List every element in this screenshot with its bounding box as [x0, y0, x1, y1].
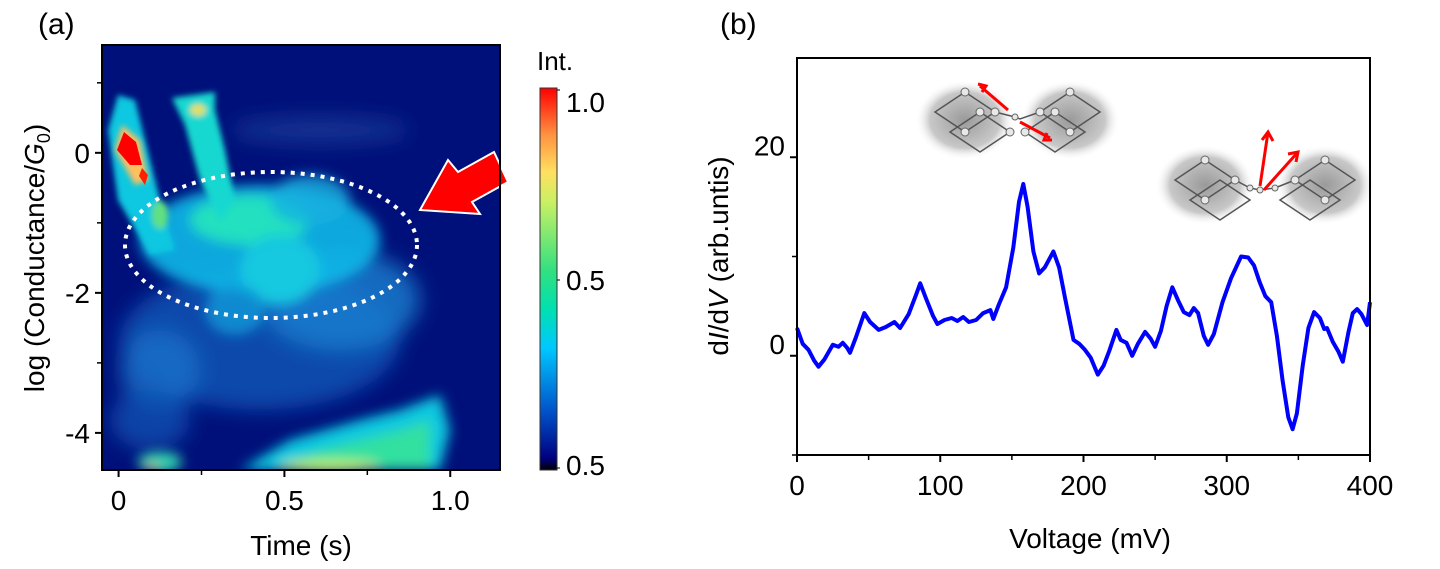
electrode-left: [915, 80, 1015, 160]
y-tick-label: -4: [65, 418, 90, 449]
colorbar-title: Int.: [537, 46, 573, 76]
x-tick-label: 200: [1060, 470, 1107, 501]
heatmap-spike-tail: [139, 168, 148, 185]
inset-junction-stretch: [915, 80, 1120, 160]
ylabel-units: (arb.untis): [703, 156, 734, 290]
colorbar-tick-label-bottom: 0.5: [566, 450, 605, 481]
heatmap-low-layer: [138, 395, 450, 470]
x-tick-label: 0.5: [265, 485, 304, 516]
electrode-left: [1155, 145, 1255, 225]
plateau-ellipse: [123, 170, 419, 320]
ylabel-symbol: G: [19, 143, 50, 165]
colorbar-tick-label-mid: 0.5: [566, 265, 605, 296]
colorbar: Int. 1.0 0.5 0.5: [537, 46, 605, 481]
heatmap-blob: [280, 460, 380, 470]
x-tick-label: 400: [1347, 470, 1394, 501]
y-tick-label: -2: [65, 278, 90, 309]
heatmap-blob: [230, 116, 410, 144]
ylabel-d: d: [703, 340, 734, 356]
heatmap-blob: [172, 92, 235, 220]
x-tick-label: 100: [917, 470, 964, 501]
electrode-right: [1275, 145, 1375, 225]
heatmap-blob: [147, 465, 157, 470]
y-tick-label: 20: [754, 130, 785, 161]
heatmap-blob: [240, 235, 320, 305]
y-tick-label: 0: [74, 138, 90, 169]
heatmap-blob: [152, 201, 168, 229]
heatmap-frame: [101, 44, 501, 471]
heatmap-blob: [270, 420, 430, 470]
didv-series-line: [795, 182, 1372, 432]
colorbar-tick-label-top: 1.0: [566, 87, 605, 118]
ylabel-suffix: ): [19, 124, 50, 133]
lattice-atoms: [1200, 155, 1330, 205]
lattice-atoms: [960, 87, 1075, 137]
inset-junction-bend: [1155, 129, 1375, 225]
heatmap-scatter-layer: [110, 116, 420, 450]
colorbar-gradient: [539, 87, 558, 471]
heatmap-blob: [120, 330, 200, 410]
x-tick-label: 300: [1203, 470, 1250, 501]
heatmap-axes: 0 0.5 1.0 0 -2 -4: [65, 82, 470, 516]
ylabel-v: V: [703, 288, 734, 309]
panel-label-a: (a): [38, 8, 75, 41]
heatmap-blob: [190, 104, 206, 116]
heatmap-panel: 0 0.5 1.00-2-4 log (Conductance/G0) Time (…: [19, 44, 510, 561]
ylabel-slash-d: /d: [703, 309, 734, 332]
panel-label-b: (b): [720, 8, 757, 41]
y-tick-label: 0: [769, 329, 785, 360]
heatmap-blob: [205, 285, 265, 335]
ylabel-prefix: log (Conductance/: [19, 165, 50, 392]
heatmap-spike: [115, 125, 148, 185]
heatmap-blob: [270, 175, 350, 225]
heatmap-ylabel: log (Conductance/G0): [19, 124, 54, 392]
heatmap-xlabel: Time (s): [250, 530, 352, 561]
bend-arrows-icon: [1258, 129, 1300, 192]
stretch-arrows-icon: [977, 82, 1052, 142]
line-xlabel: Voltage (mV): [1009, 523, 1171, 554]
heatmap-blob: [138, 452, 182, 470]
x-tick-label: 0: [789, 470, 805, 501]
x-tick-label: 1.0: [431, 485, 470, 516]
x-tick-label: 0: [111, 485, 127, 516]
heatmap-blob: [110, 390, 190, 450]
line-ylabel: dI/dV (arb.untis): [703, 156, 734, 355]
ylabel-subscript: 0: [34, 133, 54, 143]
ylabel-i: I: [703, 332, 734, 340]
heatmap-spike-core: [117, 132, 142, 165]
heatmap-blobs: [108, 92, 450, 470]
